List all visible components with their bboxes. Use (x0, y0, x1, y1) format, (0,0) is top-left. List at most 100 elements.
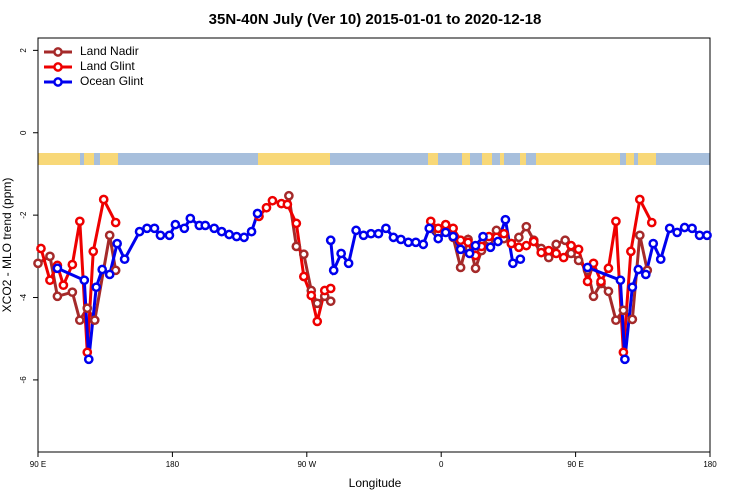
data-point (440, 219, 451, 230)
data-point (615, 275, 626, 286)
data-point (433, 233, 444, 244)
data-point (582, 262, 593, 273)
data-point (149, 223, 160, 234)
data-point (366, 228, 376, 239)
data-point (74, 216, 85, 227)
data-point (231, 231, 242, 242)
data-point (470, 263, 481, 274)
legend-marker (53, 47, 63, 57)
data-point (164, 230, 175, 241)
x-tick-label: 180 (166, 460, 180, 469)
x-tick-label: 0 (439, 460, 444, 469)
data-point (52, 263, 63, 274)
data-point (514, 232, 524, 243)
data-point (336, 248, 346, 259)
data-point (611, 315, 621, 326)
plot-frame (37, 37, 711, 453)
data-point (185, 213, 196, 224)
data-point (536, 247, 547, 258)
data-point (252, 208, 263, 219)
data-point (216, 226, 227, 237)
data-point (664, 223, 675, 234)
data-point (506, 238, 517, 249)
x-axis-label: Longitude (349, 476, 402, 490)
legend-label: Land Nadir (80, 44, 139, 58)
x-tick-label: 90 E (30, 460, 46, 469)
data-point (91, 282, 102, 293)
data-point (573, 255, 584, 266)
data-point (521, 240, 532, 251)
data-point (672, 227, 682, 238)
data-point (448, 231, 458, 242)
data-point (67, 259, 78, 270)
data-point (45, 275, 55, 286)
land-ocean-strip (38, 153, 710, 165)
data-point (618, 305, 629, 316)
y-tick-label: -4 (19, 293, 28, 301)
data-point (134, 226, 145, 237)
data-point (74, 315, 85, 326)
y-tick-label: 2 (19, 48, 28, 53)
data-point (224, 229, 234, 240)
legend-marker (53, 77, 63, 87)
data-point (396, 234, 406, 245)
data-point (179, 223, 190, 234)
data-point (89, 315, 100, 326)
data-point (312, 298, 323, 309)
data-point (582, 276, 593, 287)
data-point (33, 258, 43, 269)
data-point (508, 258, 518, 269)
data-point (328, 265, 339, 276)
data-point (88, 246, 99, 257)
legend-marker (53, 62, 63, 72)
data-point (52, 291, 63, 302)
chart-title: 35N-40N July (Ver 10) 2015-01-01 to 2020… (209, 11, 542, 28)
data-point (493, 236, 503, 247)
data-point (455, 262, 466, 273)
data-point (433, 223, 444, 234)
data-point (603, 263, 614, 274)
data-point (403, 237, 414, 248)
data-point (83, 354, 94, 365)
data-point (596, 276, 606, 287)
data-point (485, 242, 496, 253)
data-point (478, 231, 488, 242)
data-point (424, 223, 435, 234)
data-point (267, 195, 278, 206)
x-tick-label: 180 (703, 460, 717, 469)
data-point (500, 214, 511, 225)
data-point (679, 222, 690, 233)
data-point (687, 223, 697, 234)
y-tick-label: 0 (19, 130, 28, 135)
data-point (325, 283, 336, 294)
data-point (112, 238, 122, 249)
data-point (45, 251, 55, 262)
data-point (558, 252, 569, 263)
data-point (67, 287, 78, 298)
data-point (528, 236, 539, 247)
data-point (306, 290, 317, 301)
data-point (463, 237, 473, 248)
data-point (648, 238, 659, 249)
data-point (110, 217, 121, 228)
data-point (448, 223, 458, 234)
data-point (464, 248, 475, 259)
data-point (373, 228, 384, 239)
data-point (543, 245, 554, 256)
data-point (325, 296, 336, 307)
data-point (312, 316, 323, 327)
data-point (98, 194, 109, 205)
series-line (39, 194, 654, 353)
data-point (261, 202, 272, 213)
data-point (82, 303, 93, 314)
x-tick-label: 90 W (297, 460, 316, 469)
y-tick-label: -2 (19, 211, 28, 219)
data-point (566, 240, 576, 251)
data-point (694, 230, 705, 241)
data-point (388, 232, 399, 243)
data-point (455, 235, 466, 246)
data-point (284, 190, 294, 201)
data-point (514, 242, 524, 253)
